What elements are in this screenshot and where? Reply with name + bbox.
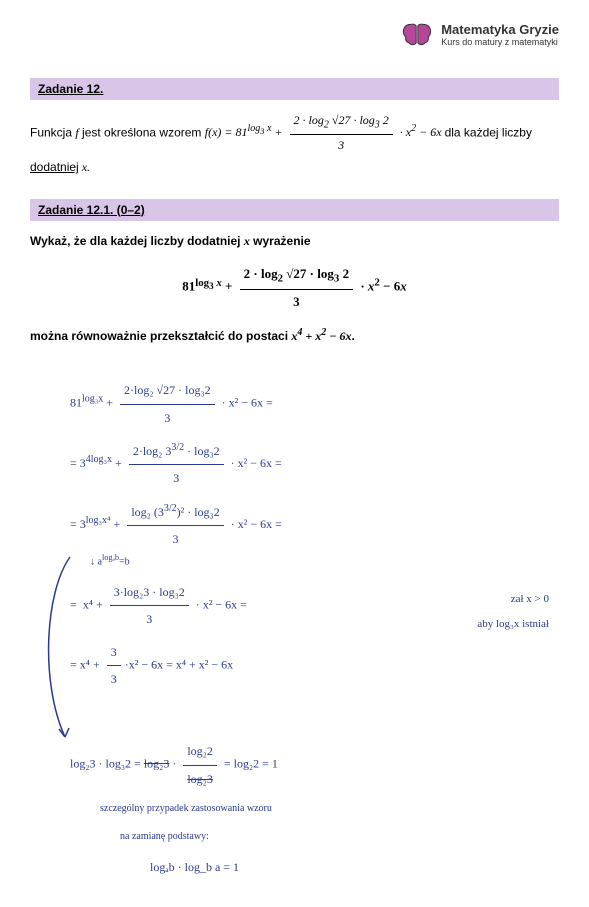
brand-header: Matematyka Gryzie Kurs do matury z matem… (30, 20, 559, 48)
hw-line-2: = 34log₃x + 2·log₂ 33/2 · log₃23 · x² − … (70, 437, 559, 492)
intro-mid: jest określona wzorem (79, 125, 205, 139)
side-note-2: aby log₃x istniał (477, 612, 549, 636)
hw-bottom-2: szczególny przypadek zastosowania wzoru (70, 798, 559, 820)
dodatniej: dodatniej (30, 160, 79, 174)
brain-icon (401, 20, 433, 48)
line1-post: wyrażenie (250, 234, 311, 248)
task-12-body: Funkcja f jest określona wzorem f(x) = 8… (30, 110, 559, 179)
intro-post: dla każdej liczby (445, 125, 532, 139)
hw-line-5: = x⁴ + 33·x² − 6x = x⁴ + x² − 6x zał x >… (70, 639, 559, 693)
hw-line-3: = 3log₃x⁴ + log₂ (33/2)² · log₃23 · x² −… (70, 498, 559, 573)
hw-bottom-4: logₐb · log_b a = 1 (70, 854, 559, 880)
intro-pre: Funkcja (30, 125, 75, 139)
brand-text: Matematyka Gryzie Kurs do matury z matem… (441, 22, 559, 47)
hw-line-1: 81log₃x + 2·log₂ √27 · log₃23 · x² − 6x … (70, 377, 559, 431)
brand-title: Matematyka Gryzie (441, 22, 559, 37)
dot: . (352, 329, 355, 343)
task-12-1-header: Zadanie 12.1. (0–2) (30, 199, 559, 221)
task-12-formula: f(x) = 81log3 x + 2 · log2 √27 · log3 23… (205, 125, 445, 139)
result-formula: x4 + x2 − 6x (291, 329, 351, 343)
side-note-1: zał x > 0 (511, 587, 549, 611)
line1-pre: Wykaż, że dla każdej liczby dodatniej (30, 234, 244, 248)
line2-pre: można równoważnie przekształcić do posta… (30, 329, 291, 343)
hw-bottom-1: log₂3 · log₃2 = log₂3 · log₂2log₂3 = log… (70, 738, 559, 792)
hw-bottom-3: na zamianę podstawy: (70, 826, 559, 848)
brand-subtitle: Kurs do matury z matematyki (441, 37, 559, 47)
task-12-header: Zadanie 12. (30, 78, 559, 100)
handwritten-solution: 81log₃x + 2·log₂ √27 · log₃23 · x² − 6x … (30, 377, 559, 880)
centered-formula: 81log3 x + 2 · log2 √27 · log3 23 · x2 −… (30, 262, 559, 313)
x-end: x. (79, 160, 90, 174)
task-12-1-body: Wykaż, że dla każdej liczby dodatniej x … (30, 231, 559, 348)
